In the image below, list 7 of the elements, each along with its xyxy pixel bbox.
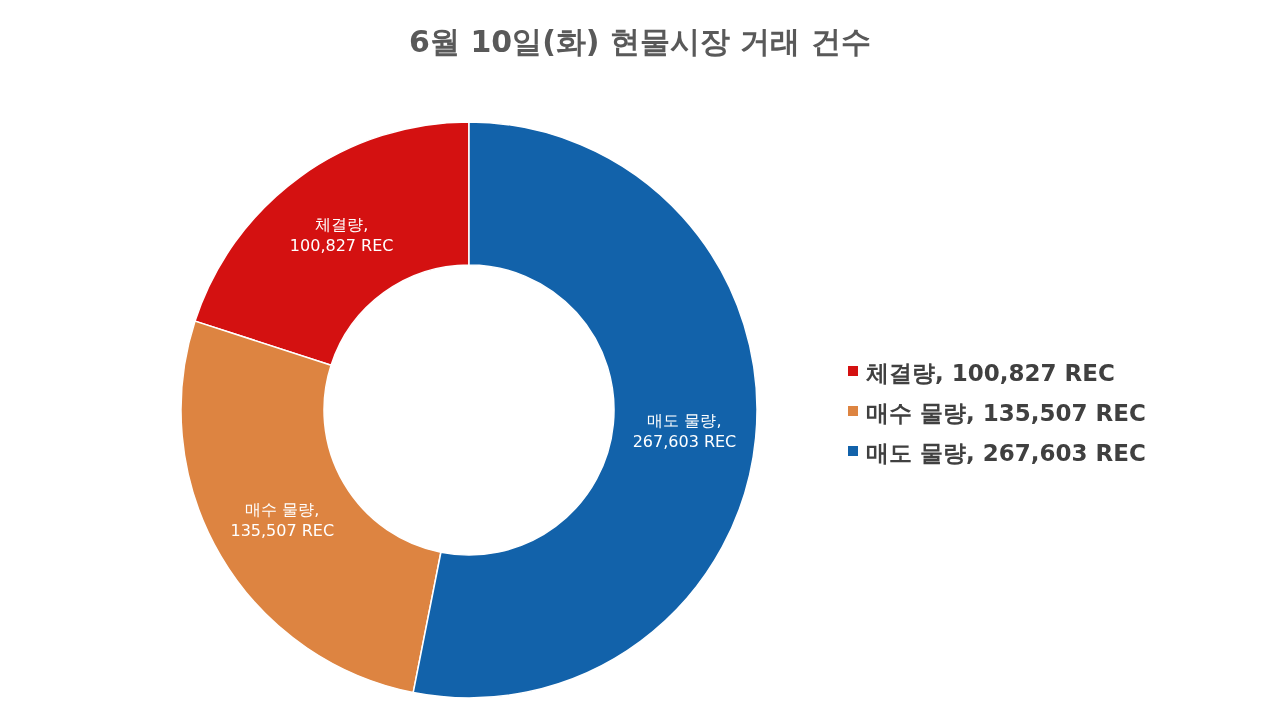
slice-label: 매도 물량, 267,603 REC [632, 411, 737, 452]
chart-title: 6월 10일(화) 현물시장 거래 건수 [409, 24, 871, 59]
legend-label: 매수 물량, 135,507 REC [866, 400, 1146, 426]
slice-label: 체결량, 100,827 REC [289, 214, 394, 255]
slice-label: 매수 물량, 135,507 REC [230, 499, 335, 540]
legend-label: 체결량, 100,827 REC [865, 360, 1115, 386]
legend-label: 매도 물량, 267,603 REC [866, 440, 1146, 466]
